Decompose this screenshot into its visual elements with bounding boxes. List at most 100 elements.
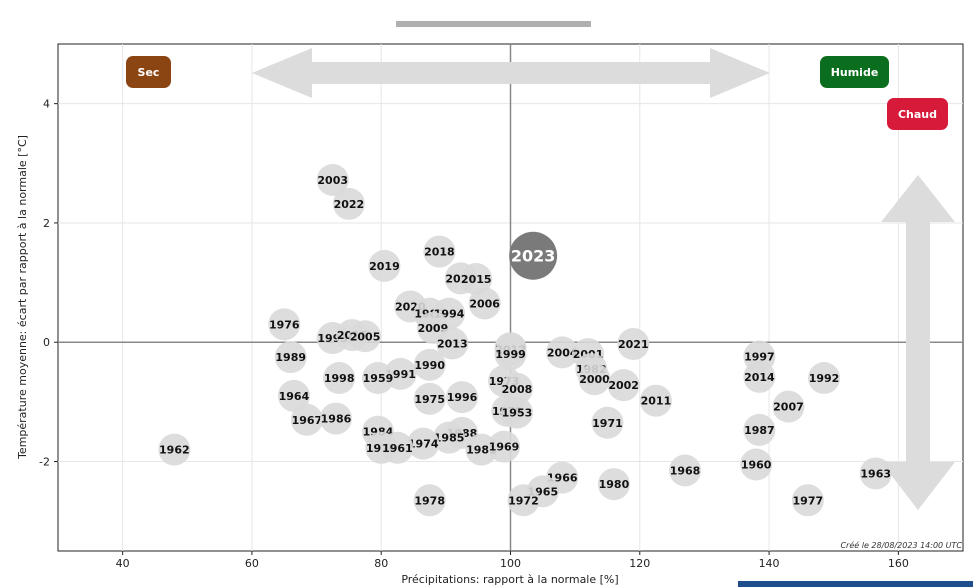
year-point-label: 1953 xyxy=(502,407,533,420)
year-point-marker xyxy=(274,341,307,374)
year-point: 1971 xyxy=(591,406,624,439)
sec-badge-label: Sec xyxy=(138,66,160,79)
year-point-marker xyxy=(436,327,469,360)
year-point-label: 1986 xyxy=(321,413,352,426)
year-point-label: 2008 xyxy=(502,383,533,396)
year-point-label: 2004 xyxy=(547,346,578,359)
year-point: 1998 xyxy=(323,362,356,395)
year-point-label: 2019 xyxy=(369,260,400,273)
year-point-label: 1971 xyxy=(592,417,623,430)
year-point-label: 1990 xyxy=(414,359,445,372)
year-point-marker xyxy=(423,235,456,268)
year-point-label: 1980 xyxy=(599,478,630,491)
year-point-marker xyxy=(277,379,310,412)
year-point-label: 1985 xyxy=(434,432,465,445)
year-point-marker xyxy=(859,457,892,490)
year-point-label: 2000 xyxy=(579,373,610,386)
year-point: 2000 xyxy=(578,363,611,396)
year-point-label: 1999 xyxy=(495,348,526,361)
year-point: 2005 xyxy=(349,320,382,353)
y-tick-label: 2 xyxy=(43,217,50,230)
year-point: 1964 xyxy=(277,379,310,412)
year-point-label: 1967 xyxy=(292,414,323,427)
year-point-marker xyxy=(617,328,650,361)
year-point-marker xyxy=(488,430,521,463)
year-point-marker xyxy=(607,369,640,402)
year-point-label: 1969 xyxy=(489,441,520,454)
year-point: 1999 xyxy=(494,338,527,371)
year-point-label: 1974 xyxy=(408,438,439,451)
highlight-point-label: 2023 xyxy=(511,247,556,266)
year-point: 1987 xyxy=(743,413,776,446)
year-point: 2021 xyxy=(617,328,650,361)
year-point-marker xyxy=(381,431,414,464)
chaud-badge: Chaud xyxy=(887,98,948,130)
x-tick-label: 60 xyxy=(245,557,259,570)
year-point-label: 2011 xyxy=(641,395,672,408)
year-point: 1992 xyxy=(808,362,841,395)
y-tick-label: 0 xyxy=(43,336,50,349)
year-point: 1962 xyxy=(158,433,191,466)
year-point-marker xyxy=(349,320,382,353)
year-point-marker xyxy=(319,402,352,435)
year-point-marker xyxy=(597,468,630,501)
year-point: 1989 xyxy=(274,341,307,374)
year-point-marker xyxy=(413,348,446,381)
year-point-label: 2014 xyxy=(744,371,775,384)
year-point-label: 1977 xyxy=(793,494,824,507)
year-point-label: 1972 xyxy=(508,494,539,507)
x-tick-label: 140 xyxy=(759,557,780,570)
year-point: 1963 xyxy=(859,457,892,490)
year-point: 2013 xyxy=(436,327,469,360)
credit-note: Créé le 28/08/2023 14:00 UTC xyxy=(840,540,962,550)
year-point: 1969 xyxy=(488,430,521,463)
year-point-label: 1998 xyxy=(324,372,355,385)
year-point: 1972 xyxy=(507,484,540,517)
year-point-label: 1992 xyxy=(809,372,840,385)
year-point-marker xyxy=(669,454,702,487)
year-point-label: 1996 xyxy=(447,391,478,404)
year-point-label: 2007 xyxy=(773,401,804,414)
x-tick-label: 80 xyxy=(374,557,388,570)
year-point-marker xyxy=(460,263,493,296)
year-point-marker xyxy=(323,362,356,395)
year-point: 1974 xyxy=(407,427,440,460)
year-point-marker xyxy=(158,433,191,466)
year-point: 1968 xyxy=(669,454,702,487)
year-point-marker xyxy=(361,362,394,395)
x-tick-label: 160 xyxy=(888,557,909,570)
year-point-marker xyxy=(494,338,527,371)
x-tick-label: 40 xyxy=(116,557,130,570)
year-point-label: 1978 xyxy=(414,494,445,507)
year-point: 1977 xyxy=(791,484,824,517)
year-point-marker xyxy=(500,396,533,429)
year-point: 2015 xyxy=(460,263,493,296)
year-point: 2014 xyxy=(743,360,776,393)
year-point-marker xyxy=(316,163,349,196)
year-point-label: 1964 xyxy=(279,390,310,403)
humide-badge-label: Humide xyxy=(831,66,879,79)
year-point-marker xyxy=(591,406,624,439)
year-point-label: 1959 xyxy=(363,372,394,385)
year-point-marker xyxy=(290,403,323,436)
x-tick-label: 120 xyxy=(629,557,650,570)
year-point-label: 1968 xyxy=(670,464,701,477)
highlight-point: 2023 xyxy=(509,231,558,280)
year-point: 1960 xyxy=(740,448,773,481)
year-point: 1985 xyxy=(433,421,466,454)
year-point-label: 2006 xyxy=(469,297,500,310)
year-point-label: 2021 xyxy=(618,338,649,351)
year-point-label: 1997 xyxy=(744,351,775,364)
year-point-label: 2003 xyxy=(317,174,348,187)
y-tick-label: -2 xyxy=(39,456,50,469)
year-point: 2006 xyxy=(468,287,501,320)
chaud-badge-label: Chaud xyxy=(898,108,937,121)
horizontal-arrow-icon xyxy=(252,48,770,98)
year-point-marker xyxy=(808,362,841,395)
x-tick-labels: 40 60 80 100 120 140 160 xyxy=(116,551,909,570)
year-point: 1996 xyxy=(446,381,479,414)
year-point-label: 1987 xyxy=(744,424,775,437)
year-point-label: 1961 xyxy=(382,442,413,455)
year-point-marker xyxy=(639,384,672,417)
